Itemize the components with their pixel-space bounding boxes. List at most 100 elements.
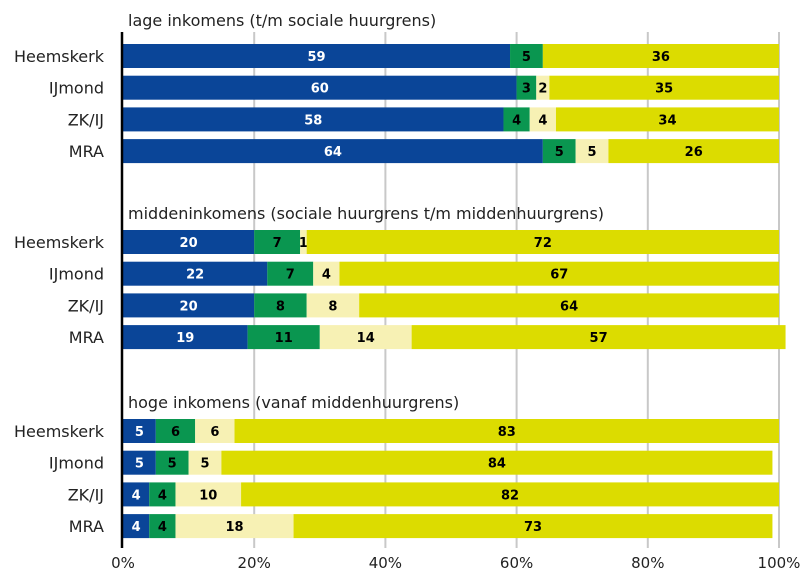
data-label: 4	[132, 520, 141, 535]
data-label: 59	[307, 50, 325, 65]
bar-segment	[234, 419, 779, 443]
bar-segment	[536, 75, 550, 100]
bar-segment	[123, 482, 150, 507]
data-label: 5	[522, 50, 531, 65]
data-label: 4	[132, 488, 141, 503]
data-label: 82	[501, 488, 519, 503]
bar-segment	[123, 75, 517, 100]
data-label: 4	[158, 520, 167, 535]
bar-segment	[123, 230, 255, 254]
x-tick-label: 60%	[500, 554, 533, 569]
bar-segment	[123, 419, 156, 443]
bar-segment	[542, 44, 779, 68]
bar-segment	[516, 75, 537, 100]
category-label: Heemskerk	[14, 47, 105, 66]
data-label: 36	[652, 50, 670, 65]
data-label: 5	[135, 425, 144, 440]
bar-segment	[123, 450, 156, 475]
bar-segment	[542, 139, 576, 164]
category-label: MRA	[69, 517, 104, 536]
bar-segment	[319, 325, 412, 350]
data-label: 5	[588, 145, 597, 160]
data-label: 7	[286, 268, 295, 283]
bar-segment	[503, 107, 530, 132]
category-label: IJmond	[49, 454, 104, 473]
data-label: 5	[200, 457, 209, 472]
bar-segment	[149, 482, 176, 507]
data-label: 20	[180, 236, 198, 251]
data-label: 2	[538, 82, 547, 97]
category-label: MRA	[69, 328, 104, 347]
data-label: 58	[304, 113, 322, 128]
x-tick-label: 0%	[111, 554, 135, 569]
data-label: 4	[512, 113, 521, 128]
data-label: 60	[311, 82, 329, 97]
bar-segment	[254, 230, 301, 254]
bar-segment	[123, 139, 543, 164]
bar-segment	[221, 450, 773, 475]
bar-segment	[195, 419, 235, 443]
data-label: 64	[560, 299, 578, 314]
bar-segment	[155, 450, 189, 475]
bar-segment	[123, 261, 268, 286]
data-label: 64	[324, 145, 342, 160]
bar-segment	[339, 261, 779, 286]
data-label: 73	[524, 520, 542, 535]
x-tick-label: 20%	[238, 554, 271, 569]
bar-segment	[300, 230, 307, 254]
bar-segment	[123, 514, 150, 539]
data-label: 4	[538, 113, 547, 128]
category-label: IJmond	[49, 79, 104, 98]
bar-segment	[411, 325, 786, 350]
data-label: 11	[275, 331, 293, 346]
bar-segment	[306, 293, 360, 318]
bar-segment	[306, 230, 779, 254]
bar-segment	[510, 44, 543, 68]
group-title: lage inkomens (t/m sociale huurgrens)	[128, 11, 436, 30]
category-label: ZK/IJ	[68, 485, 104, 504]
x-tick-label: 100%	[758, 554, 801, 569]
x-tick-label: 80%	[631, 554, 664, 569]
data-label: 5	[555, 145, 564, 160]
category-label: Heemskerk	[14, 233, 105, 252]
data-label: 10	[199, 488, 217, 503]
data-label: 5	[135, 457, 144, 472]
data-label: 84	[488, 457, 506, 472]
bar-segment	[123, 293, 255, 318]
data-label: 3	[522, 82, 531, 97]
data-label: 1	[299, 236, 308, 251]
data-label: 26	[685, 145, 703, 160]
data-label: 4	[158, 488, 167, 503]
bar-segment	[254, 293, 307, 318]
category-label: IJmond	[49, 265, 104, 284]
data-label: 6	[210, 425, 219, 440]
data-label: 72	[534, 236, 552, 251]
data-label: 22	[186, 268, 204, 283]
bar-segment	[155, 419, 196, 443]
data-label: 18	[225, 520, 243, 535]
bar-segment	[123, 107, 504, 132]
bar-segment	[608, 139, 779, 164]
bar-segment	[549, 75, 779, 100]
bar-segment	[241, 482, 779, 507]
bar-segment	[359, 293, 779, 318]
data-label: 20	[180, 299, 198, 314]
data-label: 4	[322, 268, 331, 283]
data-label: 8	[328, 299, 337, 314]
data-label: 67	[550, 268, 568, 283]
data-label: 5	[168, 457, 177, 472]
category-label: MRA	[69, 142, 104, 161]
category-label: ZK/IJ	[68, 110, 104, 129]
bar-segment	[247, 325, 320, 350]
data-label: 83	[498, 425, 516, 440]
data-label: 6	[171, 425, 180, 440]
bar-segment	[149, 514, 176, 539]
bar-segment	[123, 325, 248, 350]
bar-segment	[175, 482, 242, 507]
bar-segment	[188, 450, 222, 475]
data-label: 35	[655, 82, 673, 97]
x-tick-label: 40%	[369, 554, 402, 569]
bar-segment	[313, 261, 340, 286]
bar-segment	[555, 107, 779, 132]
